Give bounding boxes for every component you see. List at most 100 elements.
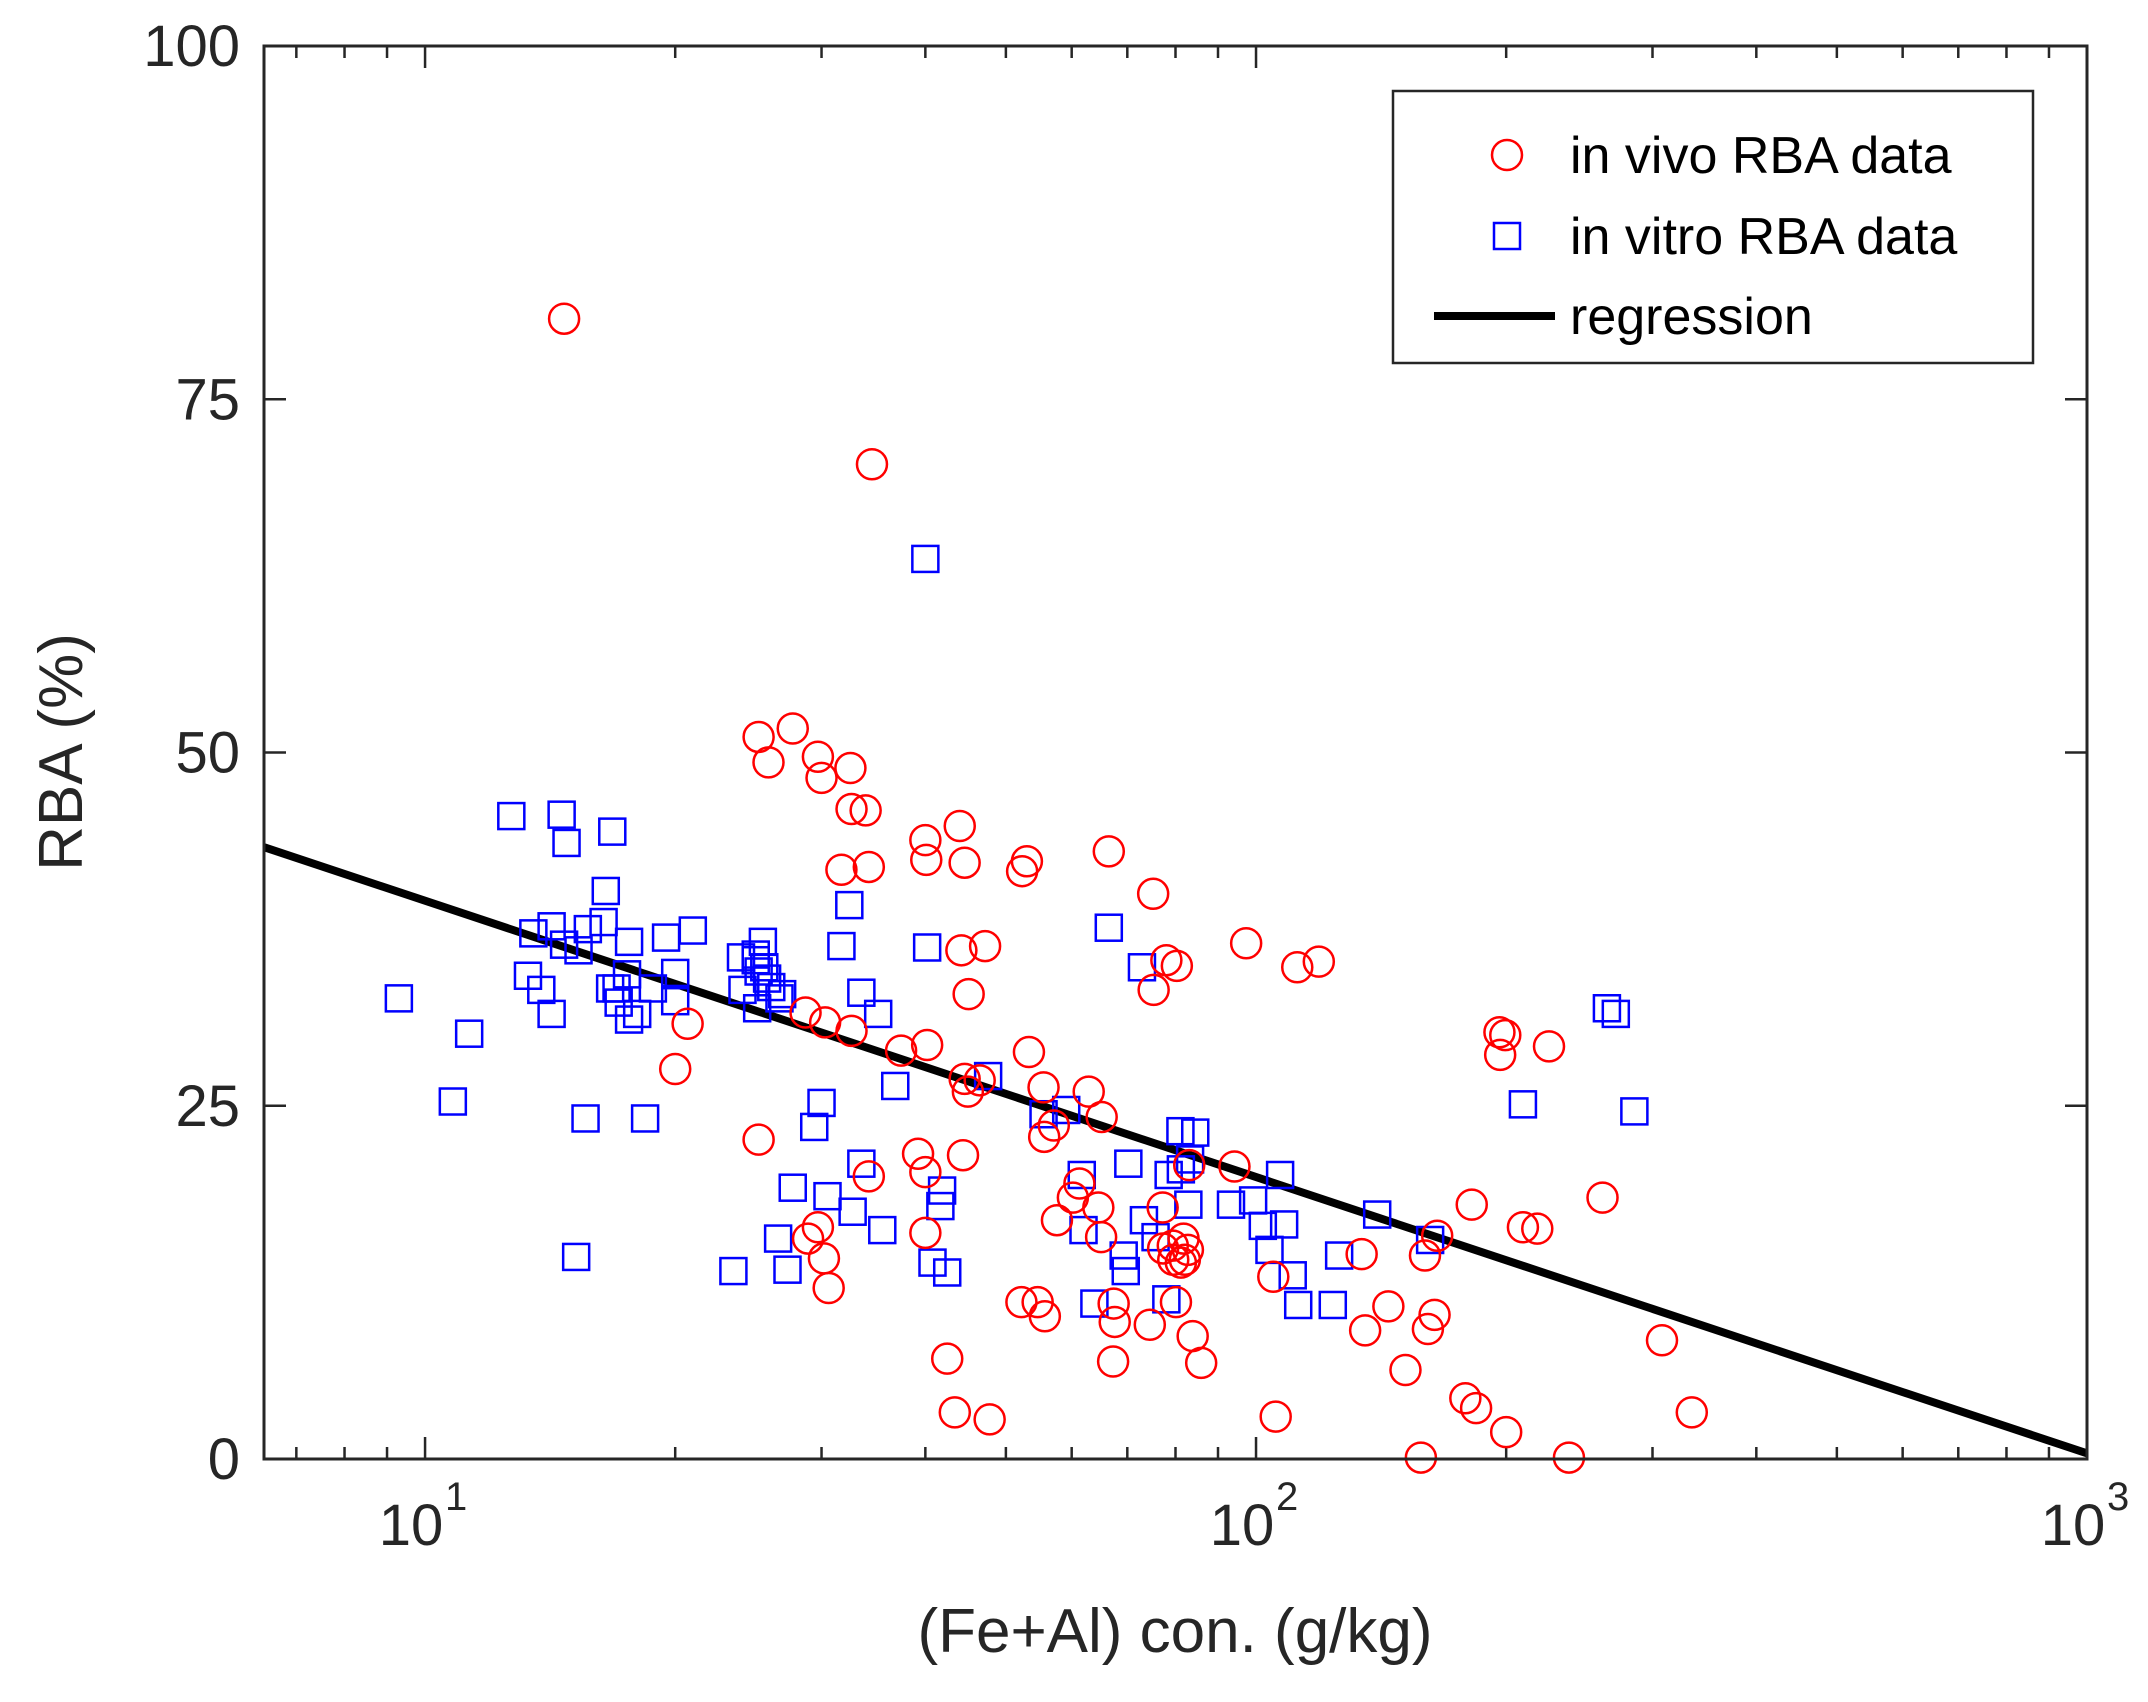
legend-label-in-vivo: in vivo RBA data: [1570, 127, 1952, 185]
in-vivo-point: [547, 302, 581, 335]
in-vitro-point: [660, 958, 690, 988]
in-vitro-point: [763, 1224, 793, 1253]
x-tick-label-exponent: 2: [1276, 1475, 1298, 1519]
in-vivo-point: [1411, 1312, 1445, 1346]
in-vivo-point: [1259, 1400, 1292, 1433]
in-vitro-point: [564, 936, 593, 965]
in-vivo-point: [805, 761, 838, 795]
in-vitro-point: [552, 828, 581, 858]
in-vitro-point: [1415, 1225, 1445, 1255]
x-tick-label-base: 10: [379, 1493, 444, 1558]
in-vitro-point: [622, 999, 652, 1029]
in-vivo-point: [909, 1155, 942, 1189]
in-vitro-point: [863, 999, 893, 1029]
in-vivo-point: [1005, 1285, 1038, 1319]
in-vivo-point: [1150, 943, 1183, 977]
in-vitro-point: [1069, 1215, 1098, 1245]
in-vitro-point: [827, 931, 856, 961]
y-axis-title: RBA (%): [27, 633, 96, 871]
in-vitro-point: [1216, 1190, 1246, 1219]
in-vivo-point: [1164, 1246, 1198, 1279]
x-axis-title: (Fe+Al) con. (g/kg): [917, 1597, 1432, 1666]
in-vitro-point: [537, 999, 566, 1029]
in-vivo-point: [910, 843, 943, 877]
in-vitro-point: [1592, 994, 1622, 1023]
in-vitro-point: [598, 817, 627, 846]
in-vitro-point: [912, 933, 942, 962]
y-tick-label: 100: [143, 14, 240, 79]
in-vivo-point: [1027, 1071, 1060, 1104]
in-vivo-point: [671, 1007, 704, 1041]
in-vivo-point: [658, 1052, 692, 1086]
in-vitro-point: [1269, 1210, 1299, 1239]
in-vivo-point: [1146, 1191, 1179, 1224]
in-vivo-point: [884, 1034, 918, 1067]
in-vitro-point: [838, 1197, 867, 1226]
in-vitro-point: [438, 1087, 468, 1116]
in-vitro-point: [1248, 1211, 1278, 1241]
in-vivo-point: [1483, 1016, 1516, 1049]
in-vivo-point: [1483, 1038, 1517, 1072]
in-vivo-point: [834, 751, 867, 785]
in-vitro-point: [573, 914, 603, 944]
in-vivo-point: [930, 1342, 964, 1375]
in-vivo-point: [791, 1222, 825, 1255]
in-vivo-series: [547, 302, 1709, 1474]
in-vivo-point: [852, 1160, 886, 1193]
y-axis-tick-labels: 0 25 50 75 100: [143, 14, 240, 1492]
in-vivo-point: [1302, 945, 1336, 978]
in-vitro-point: [1080, 1289, 1109, 1318]
in-vivo-point: [1449, 1381, 1482, 1415]
in-vivo-point: [812, 1271, 845, 1305]
in-vitro-point: [1094, 913, 1124, 942]
in-vitro-point: [728, 975, 757, 1005]
in-vivo-point: [1137, 973, 1170, 1007]
in-vitro-point: [1265, 1160, 1295, 1190]
in-vivo-point: [776, 712, 809, 745]
in-vitro-point: [589, 907, 618, 937]
in-vitro-point: [1362, 1200, 1392, 1229]
x-tick-label-base: 10: [1210, 1493, 1275, 1558]
in-vitro-point: [927, 1176, 957, 1205]
in-vivo-point: [1489, 1018, 1522, 1052]
regression-layer: [264, 843, 2087, 1458]
in-vivo-point: [1133, 1308, 1167, 1342]
in-vitro-point: [1111, 1256, 1141, 1286]
in-vitro-point: [1174, 1190, 1203, 1219]
in-vivo-point: [1418, 1298, 1451, 1332]
in-vivo-point: [1168, 1243, 1202, 1277]
legend-label-regression: regression: [1570, 288, 1813, 346]
in-vitro-point: [868, 1215, 897, 1245]
in-vitro-point: [881, 1071, 910, 1101]
in-vivo-point: [1012, 1035, 1046, 1069]
in-vivo-point: [835, 792, 868, 826]
in-vivo-point: [1345, 1237, 1378, 1271]
in-vitro-point: [1324, 1241, 1354, 1270]
legend-square-icon: [1492, 221, 1522, 251]
in-vivo-point: [855, 447, 889, 481]
in-vivo-point: [951, 1075, 985, 1108]
in-vivo-point: [1136, 877, 1170, 911]
in-vitro-point: [799, 1112, 829, 1142]
x-tick-label-exponent: 3: [2107, 1475, 2129, 1519]
in-vivo-point: [742, 1123, 775, 1156]
in-vitro-point: [1278, 1261, 1307, 1290]
x-tick-label-exponent: 1: [445, 1475, 467, 1519]
in-vitro-point: [630, 1104, 660, 1133]
in-vivo-point: [1257, 1260, 1290, 1293]
in-vitro-point: [384, 984, 414, 1013]
y-tick-label: 50: [175, 721, 240, 786]
in-vitro-point: [1180, 1118, 1210, 1147]
in-vivo-point: [1096, 1345, 1130, 1378]
in-vivo-point: [1159, 1285, 1193, 1319]
in-vivo-point: [1028, 1300, 1062, 1333]
in-vivo-point: [1645, 1324, 1679, 1357]
in-vivo-point: [1408, 1239, 1442, 1272]
in-vitro-point: [773, 1255, 802, 1284]
in-vitro-point: [926, 1191, 955, 1221]
y-tick-label: 75: [175, 367, 240, 432]
in-vitro-point: [497, 801, 526, 831]
in-vivo-point: [1489, 1415, 1523, 1449]
in-vivo-point: [1459, 1391, 1493, 1425]
x-tick-label-base: 10: [2041, 1493, 2106, 1558]
